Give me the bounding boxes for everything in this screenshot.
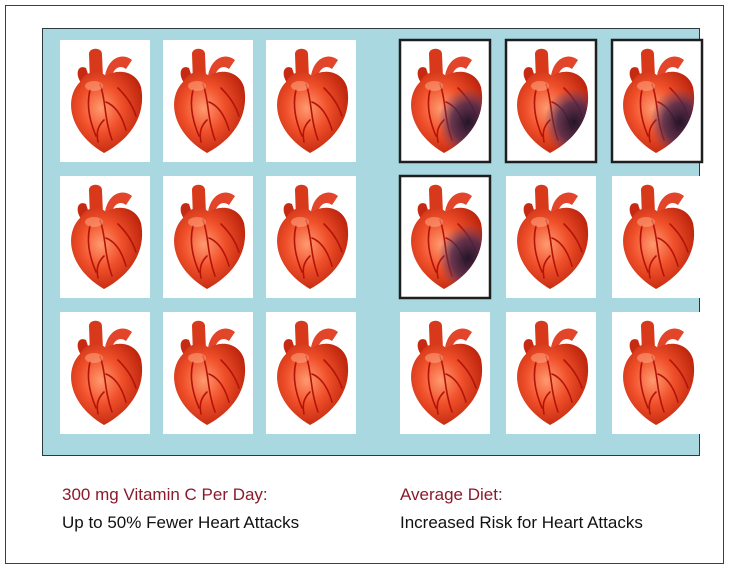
damaged-heart-card	[610, 38, 704, 164]
caption-text: Increased Risk for Heart Attacks	[400, 513, 643, 532]
heart-card	[266, 312, 356, 434]
heart-card	[60, 40, 150, 162]
caption-heading: 300 mg Vitamin C Per Day:	[62, 485, 268, 504]
caption-heading: Average Diet:	[400, 485, 503, 504]
damaged-heart-card	[504, 38, 598, 164]
heart-card	[60, 312, 150, 434]
heart-card	[163, 176, 253, 298]
damaged-heart-card	[398, 174, 492, 300]
page-frame	[5, 5, 724, 564]
caption-text: Up to 50% Fewer Heart Attacks	[62, 513, 299, 532]
heart-card	[400, 312, 490, 434]
heart-card	[612, 312, 702, 434]
damaged-heart-card	[398, 38, 492, 164]
heart-grid	[60, 38, 704, 434]
heart-card	[506, 312, 596, 434]
heart-card	[60, 176, 150, 298]
heart-card	[266, 40, 356, 162]
heart-card	[163, 40, 253, 162]
heart-card	[506, 176, 596, 298]
heart-card	[163, 312, 253, 434]
heart-card	[266, 176, 356, 298]
heart-card	[612, 176, 702, 298]
